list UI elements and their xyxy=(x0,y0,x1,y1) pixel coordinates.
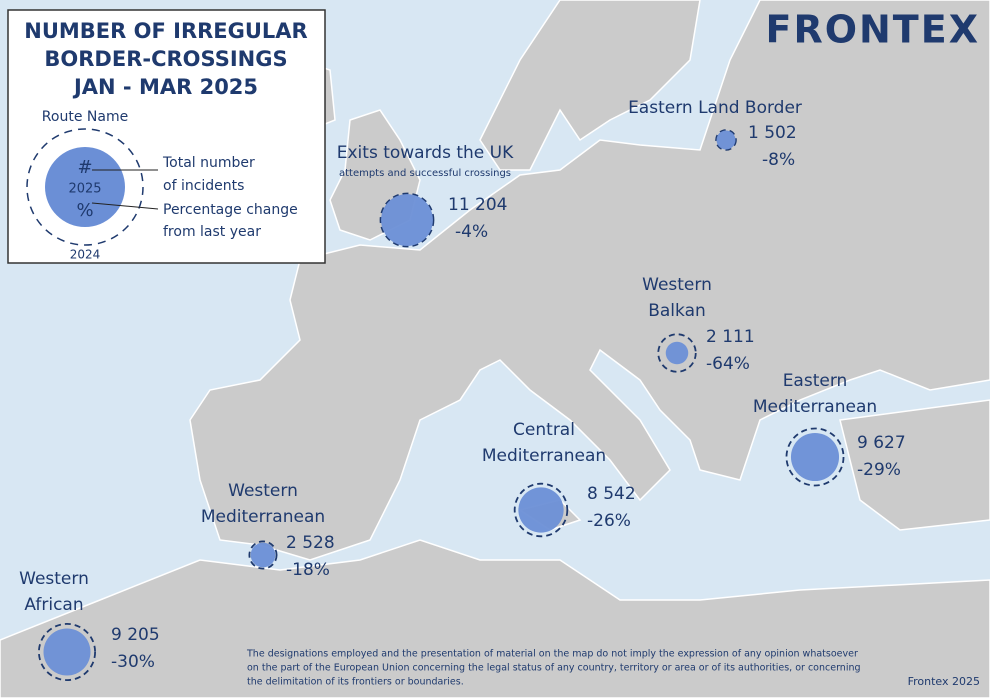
disclaimer: The designations employed and the presen… xyxy=(246,649,858,660)
route-count: 9 205 xyxy=(111,625,160,645)
previous-year-circle xyxy=(785,427,845,487)
previous-year-circle xyxy=(379,192,435,248)
route-change: -29% xyxy=(857,460,901,480)
route-count: 2 528 xyxy=(286,533,335,553)
route-name: Western xyxy=(228,481,298,501)
legend-previous-year: 2024 xyxy=(70,248,101,262)
route-name: Western xyxy=(642,275,712,295)
disclaimer: on the part of the European Union concer… xyxy=(247,663,861,674)
route-change: -64% xyxy=(706,354,750,374)
route-name: Western xyxy=(19,569,89,589)
legend-current-year: 2025 xyxy=(68,182,101,197)
previous-year-circle xyxy=(715,129,737,151)
route-count: 8 542 xyxy=(587,484,636,504)
current-year-circle xyxy=(716,130,736,150)
legend-previous-circle xyxy=(26,128,144,246)
legend-title: JAN - MAR 2025 xyxy=(72,75,258,99)
current-year-circle xyxy=(43,628,91,676)
route-change: -18% xyxy=(286,560,330,580)
current-year-circle xyxy=(665,341,689,365)
route-name: Mediterranean xyxy=(482,446,606,466)
current-year-circle xyxy=(518,487,564,533)
legend-change-text: from last year xyxy=(163,224,261,240)
previous-year-circle xyxy=(248,540,278,570)
legend-count-symbol: # xyxy=(77,157,92,178)
route-change: -30% xyxy=(111,652,155,672)
route-name: African xyxy=(24,595,83,615)
route-name: Mediterranean xyxy=(201,507,325,527)
route-change: -8% xyxy=(762,150,795,170)
route-change: -26% xyxy=(587,511,631,531)
legend-title: NUMBER OF IRREGULAR xyxy=(24,19,307,43)
route-count: 9 627 xyxy=(857,433,906,453)
route-name: Balkan xyxy=(648,301,706,321)
logo: FRONTEX xyxy=(765,8,980,52)
legend-title: BORDER-CROSSINGS xyxy=(44,47,287,71)
legend-route-name: Route Name xyxy=(42,109,128,125)
legend-box xyxy=(7,9,326,264)
route-name: Mediterranean xyxy=(753,397,877,417)
route-name: Eastern Land Border xyxy=(628,98,802,118)
legend-count-text: of incidents xyxy=(163,178,244,194)
previous-year-circle xyxy=(657,333,697,373)
disclaimer: the delimitation of its frontiers or bou… xyxy=(247,677,464,688)
legend: NUMBER OF IRREGULAR BORDER-CROSSINGS JAN… xyxy=(24,19,307,262)
route-count: 1 502 xyxy=(748,123,797,143)
legend-count-text: Total number xyxy=(162,155,255,171)
previous-year-circle xyxy=(38,623,96,681)
route-name: Central xyxy=(513,420,575,440)
route-name: Eastern xyxy=(783,371,848,391)
route-subtitle: attempts and successful crossings xyxy=(339,168,511,179)
route-change: -4% xyxy=(455,222,488,242)
previous-year-circle xyxy=(513,482,569,538)
current-year-circle xyxy=(790,432,840,482)
legend-change-symbol: % xyxy=(76,200,93,221)
current-year-circle xyxy=(250,542,276,568)
route-count: 11 204 xyxy=(448,195,507,215)
current-year-circle xyxy=(381,194,433,246)
route-name: Exits towards the UK xyxy=(337,143,514,163)
legend-change-text: Percentage change xyxy=(163,202,298,218)
credit: Frontex 2025 xyxy=(908,675,980,688)
route-count: 2 111 xyxy=(706,327,755,347)
legend-leader xyxy=(91,202,159,210)
legend-current-circle xyxy=(45,147,125,227)
